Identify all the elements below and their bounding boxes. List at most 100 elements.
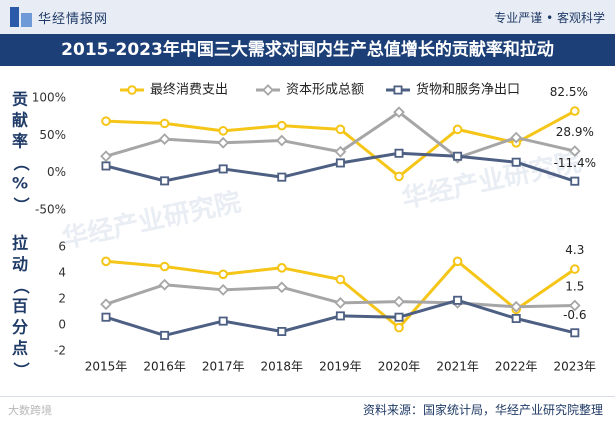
y-axis-label-char: （ bbox=[12, 155, 31, 171]
y-tick-label: 0% bbox=[47, 165, 66, 179]
y-tick-label: 6 bbox=[58, 240, 66, 254]
data-point bbox=[393, 295, 405, 308]
y-axis-label-char: % bbox=[12, 174, 28, 193]
header-bar: 华经情报网 专业严谨 • 客观科学 bbox=[0, 0, 615, 34]
data-point bbox=[568, 299, 581, 312]
y-tick-label: 2 bbox=[58, 292, 66, 306]
y-axis-label-char: ） bbox=[12, 362, 31, 378]
legend: 最终消费支出 资本形成总额 货物和服务净出口 bbox=[120, 82, 520, 98]
data-point bbox=[335, 274, 346, 285]
y-tick-label: -2 bbox=[54, 344, 66, 358]
y-tick-label: 100% bbox=[32, 91, 66, 105]
data-point bbox=[277, 263, 287, 273]
title-bar: 2015-2023年中国三大需求对国内生产总值增长的贡献率和拉动 bbox=[0, 34, 615, 66]
x-tick-label: 2022年 bbox=[495, 360, 538, 374]
data-point bbox=[217, 284, 230, 296]
data-point bbox=[100, 150, 112, 163]
data-point bbox=[335, 124, 346, 135]
data-label: 82.5% bbox=[550, 85, 588, 99]
y-tick-label: 4 bbox=[58, 266, 66, 280]
data-label: 4.3 bbox=[565, 243, 584, 257]
y-axis-label-char: 拉 bbox=[12, 234, 28, 253]
legend-swatch-marker bbox=[393, 85, 403, 95]
footer-watermark: 大数跨境 bbox=[8, 404, 52, 417]
data-label: -0.6 bbox=[563, 308, 586, 322]
data-point bbox=[101, 256, 111, 267]
data-point bbox=[334, 297, 347, 309]
data-point bbox=[568, 145, 581, 157]
data-label: -11.4% bbox=[554, 156, 596, 170]
y-axis-label-char: 献 bbox=[12, 111, 28, 130]
data-point bbox=[217, 136, 230, 149]
data-point bbox=[275, 134, 288, 147]
data-point bbox=[335, 311, 345, 321]
x-tick-label: 2019年 bbox=[319, 360, 362, 374]
data-point bbox=[277, 326, 287, 336]
data-label: 1.5 bbox=[565, 280, 584, 294]
x-tick-label: 2018年 bbox=[261, 360, 304, 374]
data-point bbox=[159, 261, 170, 272]
data-point bbox=[277, 120, 287, 131]
contribution-panel: 贡献率 （% ） 100% 50% 0% -50% 82.5% 28.9% -11.4% bbox=[12, 85, 597, 216]
data-point bbox=[394, 171, 404, 182]
footer-divider bbox=[0, 396, 615, 397]
legend-label: 资本形成总额 bbox=[286, 83, 364, 98]
data-point bbox=[335, 158, 345, 168]
pull-panel: 拉动 （ 百分点 ） 6 4 2 0 -2 4.3 1.5 -0.6 bbox=[12, 234, 587, 379]
data-point bbox=[160, 176, 170, 186]
chart-area: 最终消费支出 资本形成总额 货物和服务净出口 贡献率 （% ） 100% 50% 0% -50%… bbox=[12, 82, 597, 379]
x-tick-label: 2020年 bbox=[378, 360, 421, 374]
data-point bbox=[218, 164, 228, 174]
y-tick-label: -50% bbox=[35, 203, 66, 217]
x-tick-label: 2015年 bbox=[85, 360, 128, 374]
logo-text: 华经情报网 bbox=[38, 12, 109, 27]
y-axis-label-char: ） bbox=[12, 197, 31, 213]
data-point bbox=[570, 328, 580, 338]
data-point bbox=[158, 133, 171, 145]
y-axis-label-char: （ bbox=[12, 278, 31, 294]
data-point bbox=[218, 316, 228, 326]
data-point bbox=[218, 126, 228, 136]
logo-icon bbox=[10, 7, 32, 27]
y-axis-label-char: 分 bbox=[12, 318, 28, 337]
data-point bbox=[511, 313, 521, 323]
data-point bbox=[394, 312, 404, 322]
legend-label: 货物和服务净出口 bbox=[416, 82, 520, 98]
header-slogan: 专业严谨 • 客观科学 bbox=[494, 11, 605, 25]
data-point bbox=[101, 116, 111, 126]
data-point bbox=[453, 151, 463, 161]
x-tick-label: 2017年 bbox=[202, 360, 245, 374]
y-axis-label-char: 点 bbox=[12, 339, 28, 358]
data-point bbox=[394, 322, 404, 333]
data-point bbox=[158, 278, 171, 291]
chart-title: 2015-2023年中国三大需求对国内生产总值增长的贡献率和拉动 bbox=[61, 40, 554, 60]
y-axis-label-char: 贡 bbox=[12, 90, 28, 109]
x-tick-label: 2023年 bbox=[554, 360, 597, 374]
legend-swatch-marker bbox=[262, 84, 274, 96]
data-point bbox=[570, 106, 580, 116]
data-point bbox=[510, 131, 523, 144]
data-point bbox=[101, 161, 111, 171]
x-axis: 2015年 2016年 2017年 2018年 2019年 2020年 2021年 2022年… bbox=[85, 360, 596, 374]
data-point bbox=[100, 298, 112, 311]
y-tick-label: 50% bbox=[39, 128, 66, 142]
data-point bbox=[159, 118, 170, 129]
data-point bbox=[393, 106, 405, 119]
x-tick-label: 2021年 bbox=[436, 360, 479, 374]
source-note: 资料来源：国家统计局，华经产业研究院整理 bbox=[362, 403, 603, 417]
data-point bbox=[453, 295, 463, 305]
data-point bbox=[334, 145, 347, 158]
data-label: 28.9% bbox=[556, 125, 594, 139]
data-point bbox=[218, 269, 228, 280]
x-tick-label: 2016年 bbox=[143, 360, 186, 374]
y-tick-label: 0 bbox=[58, 318, 66, 332]
data-point bbox=[452, 124, 463, 135]
legend-label: 最终消费支出 bbox=[150, 82, 228, 98]
y-axis-label-char: 率 bbox=[12, 132, 28, 151]
data-point bbox=[394, 148, 404, 158]
legend-swatch-marker bbox=[127, 85, 137, 95]
data-point bbox=[275, 281, 288, 294]
data-point bbox=[452, 256, 463, 267]
data-point bbox=[160, 330, 170, 340]
y-axis-label-char: 百 bbox=[12, 297, 28, 316]
